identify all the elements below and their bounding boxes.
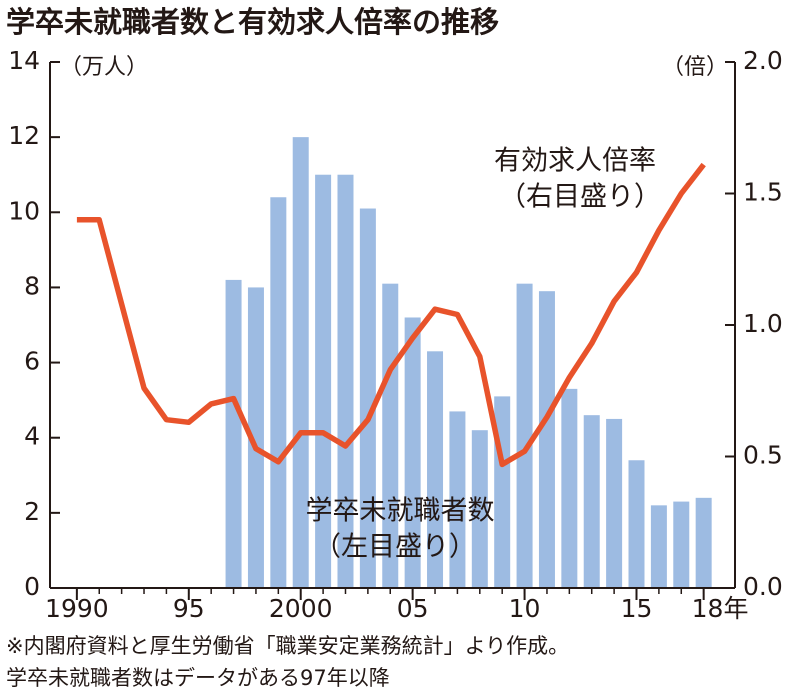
x-tick-label: 05	[397, 594, 429, 623]
bar	[471, 430, 488, 588]
x-tick-label: 2000	[269, 594, 333, 623]
x-tick-label: 95	[173, 594, 205, 623]
y-tick-label: 12	[8, 121, 40, 150]
y-tick-label: 10	[8, 196, 40, 225]
bar	[270, 197, 287, 588]
bar	[673, 501, 690, 588]
bar	[650, 505, 667, 588]
y-tick-label: 2	[24, 497, 40, 526]
series-label: 学卒未就職者数	[306, 496, 495, 527]
footnote: 学卒未就職者数はデータがある97年以降	[6, 666, 390, 690]
line	[76, 162, 706, 468]
x-tick-label: 10	[509, 594, 541, 623]
y2-tick-label: 0.5	[743, 441, 783, 470]
bar	[561, 388, 578, 588]
series-label: 有効求人倍率	[494, 146, 656, 177]
bar	[695, 497, 712, 588]
bar	[583, 415, 600, 588]
bar	[449, 411, 466, 588]
x-tick-label: 1990	[45, 594, 109, 623]
bar	[359, 208, 376, 588]
x-tick-label: 18年	[692, 594, 749, 623]
y-tick-label: 14	[8, 46, 40, 75]
y-axis-label: （万人）	[60, 55, 148, 80]
series-note: （右目盛り）	[499, 182, 661, 213]
y-tick-label: 0	[24, 572, 40, 601]
bar	[538, 291, 555, 588]
bar	[315, 174, 332, 588]
bar	[292, 137, 309, 588]
bar	[225, 279, 242, 588]
y-tick-label: 4	[24, 422, 40, 451]
y-tick-label: 6	[24, 347, 40, 376]
y-tick-label: 8	[24, 271, 40, 300]
y2-tick-label: 1.0	[743, 309, 783, 338]
y2-axis-label: （倍）	[662, 55, 728, 80]
y2-tick-label: 0.0	[743, 572, 783, 601]
y2-tick-label: 1.5	[743, 178, 783, 207]
bar	[404, 317, 421, 588]
bar	[606, 418, 623, 588]
y2-tick-label: 2.0	[743, 46, 783, 75]
x-tick-label: 15	[621, 594, 653, 623]
bar	[628, 460, 645, 588]
chart-title: 学卒未就職者数と有効求人倍率の推移	[6, 5, 499, 39]
footnote: ※内閣府資料と厚生労働省「職業安定業務統計」より作成。	[6, 634, 569, 658]
bar	[427, 351, 444, 588]
series-note: （左目盛り）	[314, 532, 476, 563]
bar	[247, 287, 264, 588]
bar	[337, 174, 354, 588]
bar	[516, 283, 533, 588]
